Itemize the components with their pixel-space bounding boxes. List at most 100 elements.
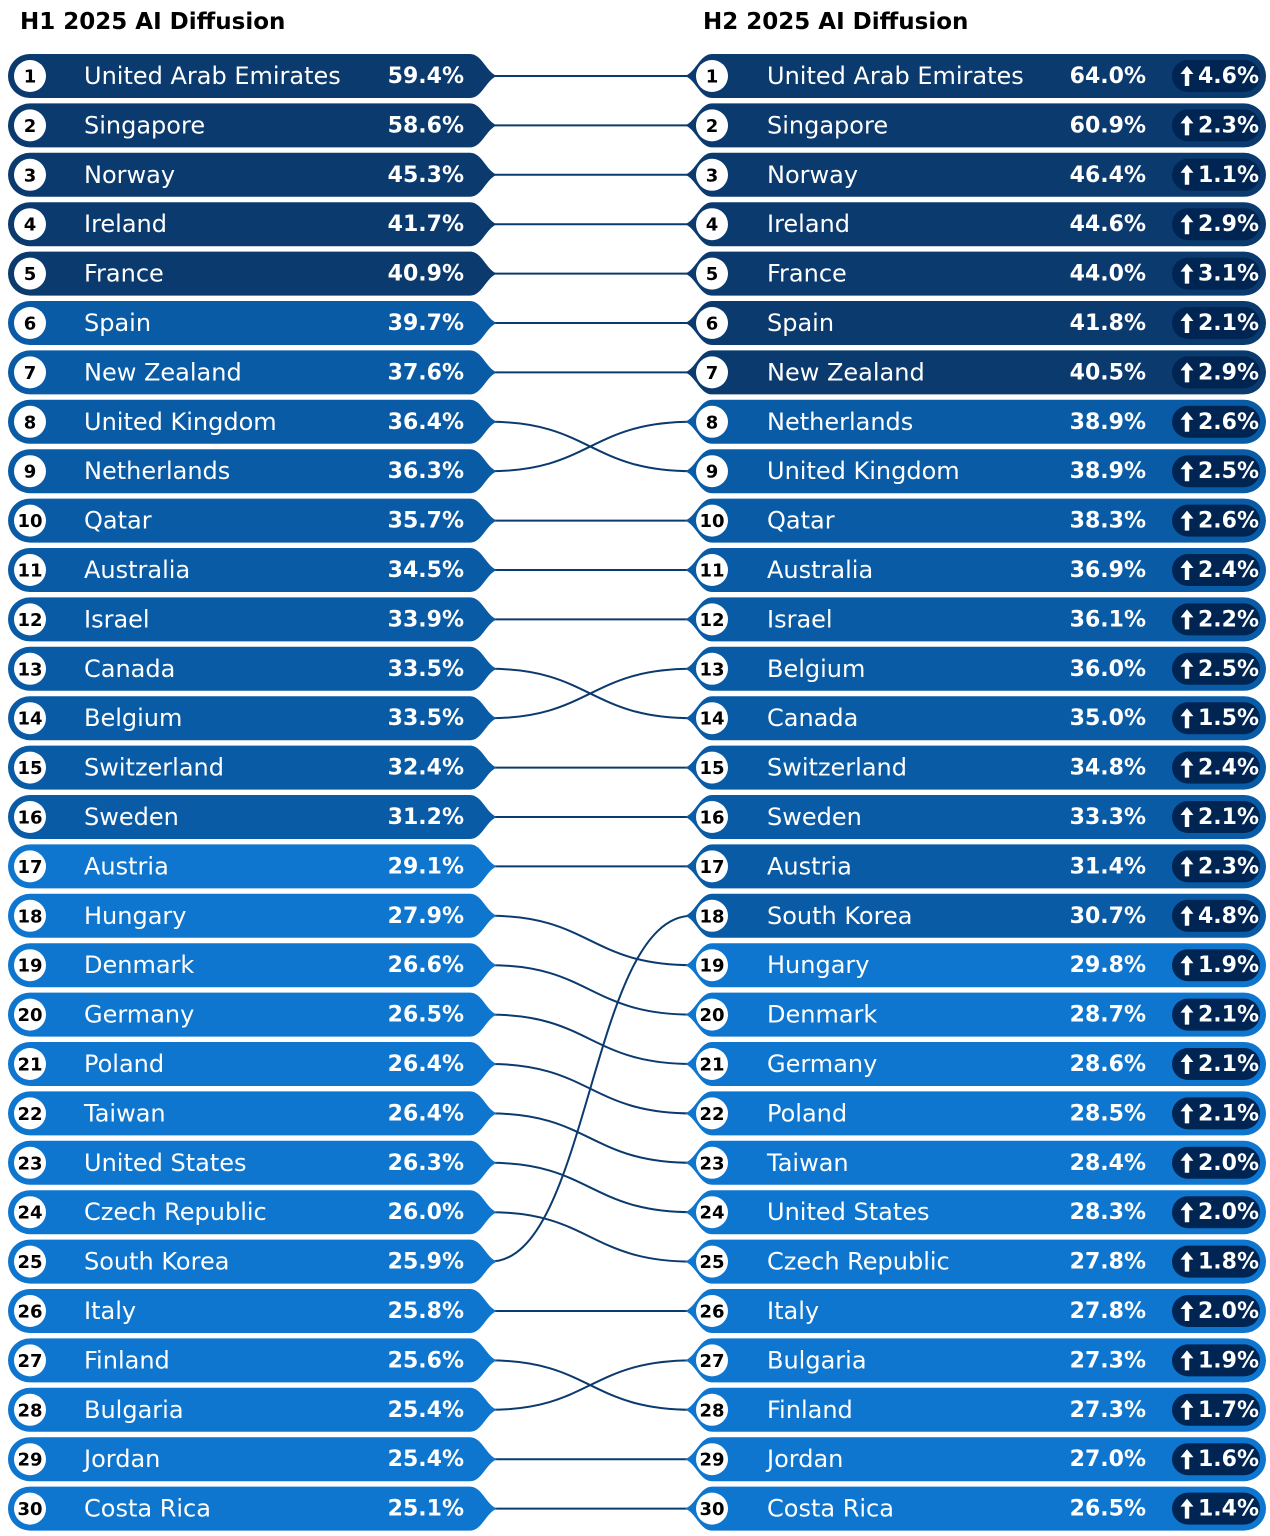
- rank-badge: [14, 850, 46, 883]
- up-arrow-icon: [1180, 609, 1194, 630]
- rank-badge: [696, 1245, 728, 1278]
- rank-number: 21: [17, 1055, 42, 1076]
- rank-badge: [696, 603, 728, 636]
- right-row-bar: [685, 1042, 1266, 1086]
- country-label: Czech Republic: [767, 1248, 950, 1276]
- change-label: 2.1%: [1198, 805, 1259, 830]
- up-arrow-icon: [1180, 1301, 1194, 1321]
- value-label: 29.8%: [1070, 953, 1146, 978]
- right-row-singapore: 2 Singapore 60.9% 2.3%: [685, 103, 1266, 148]
- rank-badge: [14, 949, 46, 982]
- right-row-bar: [685, 1486, 1266, 1531]
- left-row-germany: 20 Germany 26.5%: [8, 992, 497, 1037]
- connector-south-korea: [489, 914, 693, 1263]
- country-label: Switzerland: [84, 754, 224, 782]
- rank-badge: [696, 504, 728, 537]
- rank-number: 30: [17, 1499, 42, 1520]
- rank-number: 8: [706, 412, 719, 433]
- rank-connectors: [489, 75, 693, 1510]
- rank-badge: [14, 109, 46, 142]
- country-label: Germany: [767, 1050, 877, 1078]
- country-label: Jordan: [765, 1445, 843, 1473]
- country-label: Denmark: [84, 951, 194, 979]
- rank-number: 7: [24, 363, 37, 384]
- rank-badge: [14, 1245, 46, 1278]
- left-row-taiwan: 22 Taiwan 26.4%: [8, 1091, 497, 1136]
- left-row-singapore: 2 Singapore 58.6%: [8, 103, 497, 148]
- change-label: 2.5%: [1198, 657, 1259, 682]
- value-label: 26.0%: [388, 1200, 464, 1225]
- change-label: 4.6%: [1198, 64, 1259, 89]
- rank-badge: [14, 603, 46, 636]
- left-row-france: 5 France 40.9%: [8, 251, 497, 296]
- rank-number: 10: [699, 511, 724, 532]
- rank-number: 26: [699, 1302, 724, 1323]
- rank-number: 8: [24, 412, 37, 433]
- right-row-bar: [685, 1091, 1266, 1136]
- connector-netherlands: [489, 420, 693, 473]
- up-arrow-icon: [1180, 560, 1194, 580]
- change-pill: [1172, 554, 1260, 586]
- rank-badge: [14, 405, 46, 438]
- left-row-bar: [8, 1091, 497, 1136]
- right-row-bar: [685, 893, 1266, 938]
- right-row-ireland: 4 Ireland 44.6% 2.9%: [685, 202, 1266, 247]
- rank-number: 22: [17, 1104, 42, 1125]
- left-row-spain: 6 Spain 39.7%: [8, 301, 497, 345]
- country-label: Spain: [84, 309, 151, 337]
- right-row-bar: [685, 696, 1266, 741]
- change-pill: [1172, 603, 1260, 636]
- country-label: United States: [84, 1149, 247, 1177]
- change-label: 2.3%: [1198, 113, 1259, 138]
- country-label: Qatar: [767, 507, 835, 535]
- value-label: 36.4%: [388, 410, 464, 435]
- up-arrow-icon: [1180, 658, 1194, 679]
- up-arrow-icon: [1180, 115, 1194, 136]
- right-row-bar: [685, 1338, 1266, 1383]
- country-label: Sweden: [84, 803, 179, 831]
- value-label: 58.6%: [388, 113, 464, 138]
- connector-czech-republic: [489, 1211, 693, 1263]
- left-row-bar: [8, 1289, 497, 1333]
- rank-number: 13: [17, 659, 42, 680]
- country-label: Belgium: [767, 655, 865, 683]
- change-label: 1.4%: [1198, 1497, 1259, 1522]
- right-row-bar: [685, 1437, 1266, 1482]
- left-row-bar: [8, 893, 497, 938]
- rank-badge: [696, 109, 728, 142]
- up-arrow-icon: [1180, 1498, 1194, 1519]
- change-label: 1.7%: [1198, 1398, 1259, 1423]
- left-row-poland: 21 Poland 26.4%: [8, 1042, 497, 1086]
- left-row-costa-rica: 30 Costa Rica 25.1%: [8, 1486, 497, 1531]
- rank-number: 11: [699, 561, 724, 582]
- rank-badge: [14, 1344, 46, 1377]
- country-label: Singapore: [84, 111, 205, 139]
- rank-badge: [14, 208, 46, 241]
- rank-number: 19: [699, 956, 724, 977]
- rank-number: 11: [17, 561, 42, 582]
- value-label: 29.1%: [388, 854, 464, 879]
- rank-number: 20: [699, 1005, 724, 1026]
- value-label: 25.1%: [388, 1497, 464, 1522]
- change-pill: [1172, 307, 1260, 339]
- rank-number: 6: [24, 314, 37, 335]
- rank-number: 4: [706, 215, 719, 236]
- right-row-bar: [685, 548, 1266, 592]
- rank-badge: [14, 1295, 46, 1327]
- change-pill: [1172, 109, 1260, 142]
- value-label: 45.3%: [388, 163, 464, 188]
- up-arrow-icon: [1180, 510, 1194, 531]
- right-row-bar: [685, 745, 1266, 790]
- right-row-bar: [685, 251, 1266, 296]
- country-label: Israel: [84, 605, 150, 633]
- rank-badge: [14, 899, 46, 932]
- right-row-bar: [685, 943, 1266, 988]
- value-label: 28.6%: [1070, 1052, 1146, 1077]
- right-rank-list: 1 United Arab Emirates 64.0% 4.6% 2 Singapore…: [685, 54, 1266, 1531]
- right-row-italy: 26 Italy 27.8% 2.0%: [685, 1289, 1266, 1333]
- rank-badge: [696, 356, 728, 389]
- left-row-sweden: 16 Sweden 31.2%: [8, 795, 497, 839]
- rank-number: 23: [699, 1153, 724, 1174]
- right-row-bar: [685, 350, 1266, 395]
- value-label: 28.3%: [1070, 1200, 1146, 1225]
